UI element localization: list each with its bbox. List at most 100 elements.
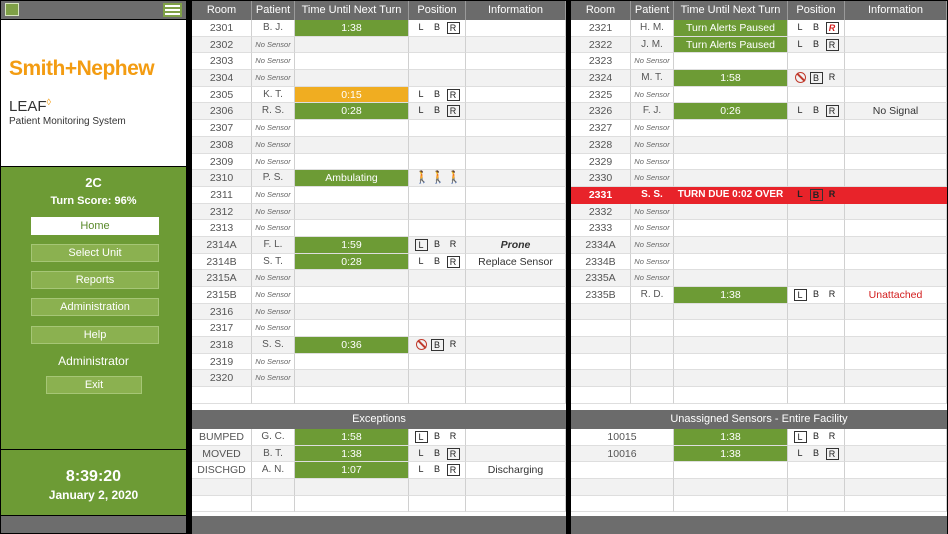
column-header-position: Position: [788, 1, 845, 20]
turn-timer: [295, 120, 409, 137]
position-cell: [409, 270, 466, 287]
information-cell: [466, 320, 566, 338]
empty-cell: [674, 495, 788, 513]
table-row[interactable]: 2320 No Sensor: [192, 370, 566, 388]
table-row[interactable]: MOVED B. T. 1:38 L B R: [192, 445, 566, 463]
unassigned-sensor-row[interactable]: 10015 1:38 L B R: [571, 429, 947, 446]
table-row[interactable]: 2319 No Sensor: [192, 353, 566, 371]
table-row[interactable]: 2326 F. J. 0:26 L B R No Signal: [571, 103, 947, 121]
patient-initials: No Sensor: [631, 203, 674, 221]
turn-timer: 1:38: [674, 287, 788, 304]
table-row[interactable]: 2306 R. S. 0:28 L B R: [192, 103, 566, 121]
help-button[interactable]: Help: [31, 326, 159, 344]
table-row[interactable]: 2316 No Sensor: [192, 303, 566, 321]
table-row[interactable]: 2322 J. M. Turn Alerts Paused L B R: [571, 36, 947, 54]
patient-initials: M. T.: [631, 70, 674, 87]
turn-timer: [674, 120, 788, 137]
table-row[interactable]: 2327 No Sensor: [571, 120, 947, 137]
table-row[interactable]: 2304 No Sensor: [192, 70, 566, 87]
unassigned-sensor-row[interactable]: 10016 1:38 L B R: [571, 445, 947, 463]
table-row[interactable]: 2335B R. D. 1:38 L B R Unattached: [571, 287, 947, 304]
info-text: Unattached: [868, 289, 923, 301]
table-row[interactable]: DISCHGD A. N. 1:07 L B R Discharging: [192, 462, 566, 480]
table-row[interactable]: 2302 No Sensor: [192, 36, 566, 54]
table-row[interactable]: 2331 S. S. TURN DUE 0:02 OVER L B R: [571, 186, 947, 204]
table-row[interactable]: 2305 K. T. 0:15 L B R: [192, 86, 566, 104]
patient-initials: No Sensor: [252, 36, 295, 54]
table-row[interactable]: 2314A F. L. 1:59 L B R Prone: [192, 236, 566, 254]
turn-timer: 0:28: [295, 103, 409, 121]
table-row[interactable]: 2334B No Sensor: [571, 253, 947, 271]
user-role: Administrator: [58, 354, 129, 368]
column-header-time: Time Until Next Turn: [295, 1, 409, 20]
empty-cell: [788, 303, 845, 321]
patient-initials: No Sensor: [631, 253, 674, 271]
table-row-empty: [571, 370, 947, 388]
exit-button[interactable]: Exit: [46, 376, 142, 394]
table-row[interactable]: 2315B No Sensor: [192, 287, 566, 304]
table-row[interactable]: 2329 No Sensor: [571, 153, 947, 171]
select-unit-button[interactable]: Select Unit: [31, 244, 159, 262]
empty-cell: [571, 370, 631, 388]
table-row[interactable]: 2321 H. M. Turn Alerts Paused L B R: [571, 20, 947, 37]
table-row[interactable]: 2324 M. T. 1:58 B R: [571, 70, 947, 87]
turn-timer: [295, 203, 409, 221]
hamburger-menu-icon[interactable]: [163, 3, 182, 17]
information-cell: [466, 429, 566, 446]
sensor-id: 10015: [571, 429, 674, 446]
table-row[interactable]: 2309 No Sensor: [192, 153, 566, 171]
empty-cell: [295, 387, 409, 404]
no-sensor-label: No Sensor: [255, 73, 291, 83]
table-row[interactable]: 2330 No Sensor: [571, 170, 947, 187]
information-cell: [845, 236, 947, 254]
patient-initials: No Sensor: [631, 120, 674, 137]
table-row[interactable]: 2335A No Sensor: [571, 270, 947, 287]
empty-cell: [788, 387, 845, 404]
position-cell: [409, 53, 466, 71]
table-row[interactable]: 2307 No Sensor: [192, 120, 566, 137]
position-b-current: B: [809, 188, 823, 201]
empty-cell: [631, 387, 674, 404]
table-row[interactable]: 2334A No Sensor: [571, 236, 947, 254]
home-button[interactable]: Home: [31, 217, 159, 235]
table-row[interactable]: 2333 No Sensor: [571, 220, 947, 237]
no-sensor-label: No Sensor: [634, 139, 670, 149]
table-row[interactable]: 2303 No Sensor: [192, 53, 566, 71]
position-l: L: [797, 22, 803, 32]
table-row[interactable]: 2323 No Sensor: [571, 53, 947, 71]
position-b-current: B: [430, 339, 444, 352]
reports-button[interactable]: Reports: [31, 271, 159, 289]
table-row[interactable]: 2308 No Sensor: [192, 136, 566, 154]
room-number: 2310: [192, 170, 252, 187]
patient-initials: No Sensor: [252, 186, 295, 204]
window-icon[interactable]: [5, 3, 19, 16]
information-cell: Unattached: [845, 287, 947, 304]
administration-button[interactable]: Administration: [31, 298, 159, 316]
table-row[interactable]: 2301 B. J. 1:38 L B R: [192, 20, 566, 37]
table-row[interactable]: 2314B S. T. 0:28 L B R Replace Sensor: [192, 253, 566, 271]
column-header-information: Information: [466, 1, 566, 20]
sidebar: Smith+Nephew LEAF◊ Patient Monitoring Sy…: [0, 0, 187, 534]
table-row[interactable]: 2311 No Sensor: [192, 186, 566, 204]
no-sensor-label: No Sensor: [634, 56, 670, 66]
information-cell: [845, 429, 947, 446]
table-row[interactable]: 2328 No Sensor: [571, 136, 947, 154]
table-row[interactable]: BUMPED G. C. 1:58 L B R: [192, 429, 566, 446]
no-sensor-label: No Sensor: [255, 39, 291, 49]
room-number: 2324: [571, 70, 631, 87]
information-cell: [845, 120, 947, 137]
table-row[interactable]: 2313 No Sensor: [192, 220, 566, 237]
table-row[interactable]: 2318 S. S. 0:36 B R: [192, 337, 566, 354]
table-row[interactable]: 2315A No Sensor: [192, 270, 566, 287]
table-row[interactable]: 2317 No Sensor: [192, 320, 566, 338]
table-row[interactable]: 2312 No Sensor: [192, 203, 566, 221]
turn-timer: 1:38: [295, 445, 409, 463]
empty-cell: [788, 337, 845, 354]
empty-cell: [788, 479, 845, 496]
table-row[interactable]: 2332 No Sensor: [571, 203, 947, 221]
table-row[interactable]: 2325 No Sensor: [571, 86, 947, 104]
table-row[interactable]: 2310 P. S. Ambulating 🚶 🚶 🚶: [192, 170, 566, 187]
empty-cell: [571, 353, 631, 371]
